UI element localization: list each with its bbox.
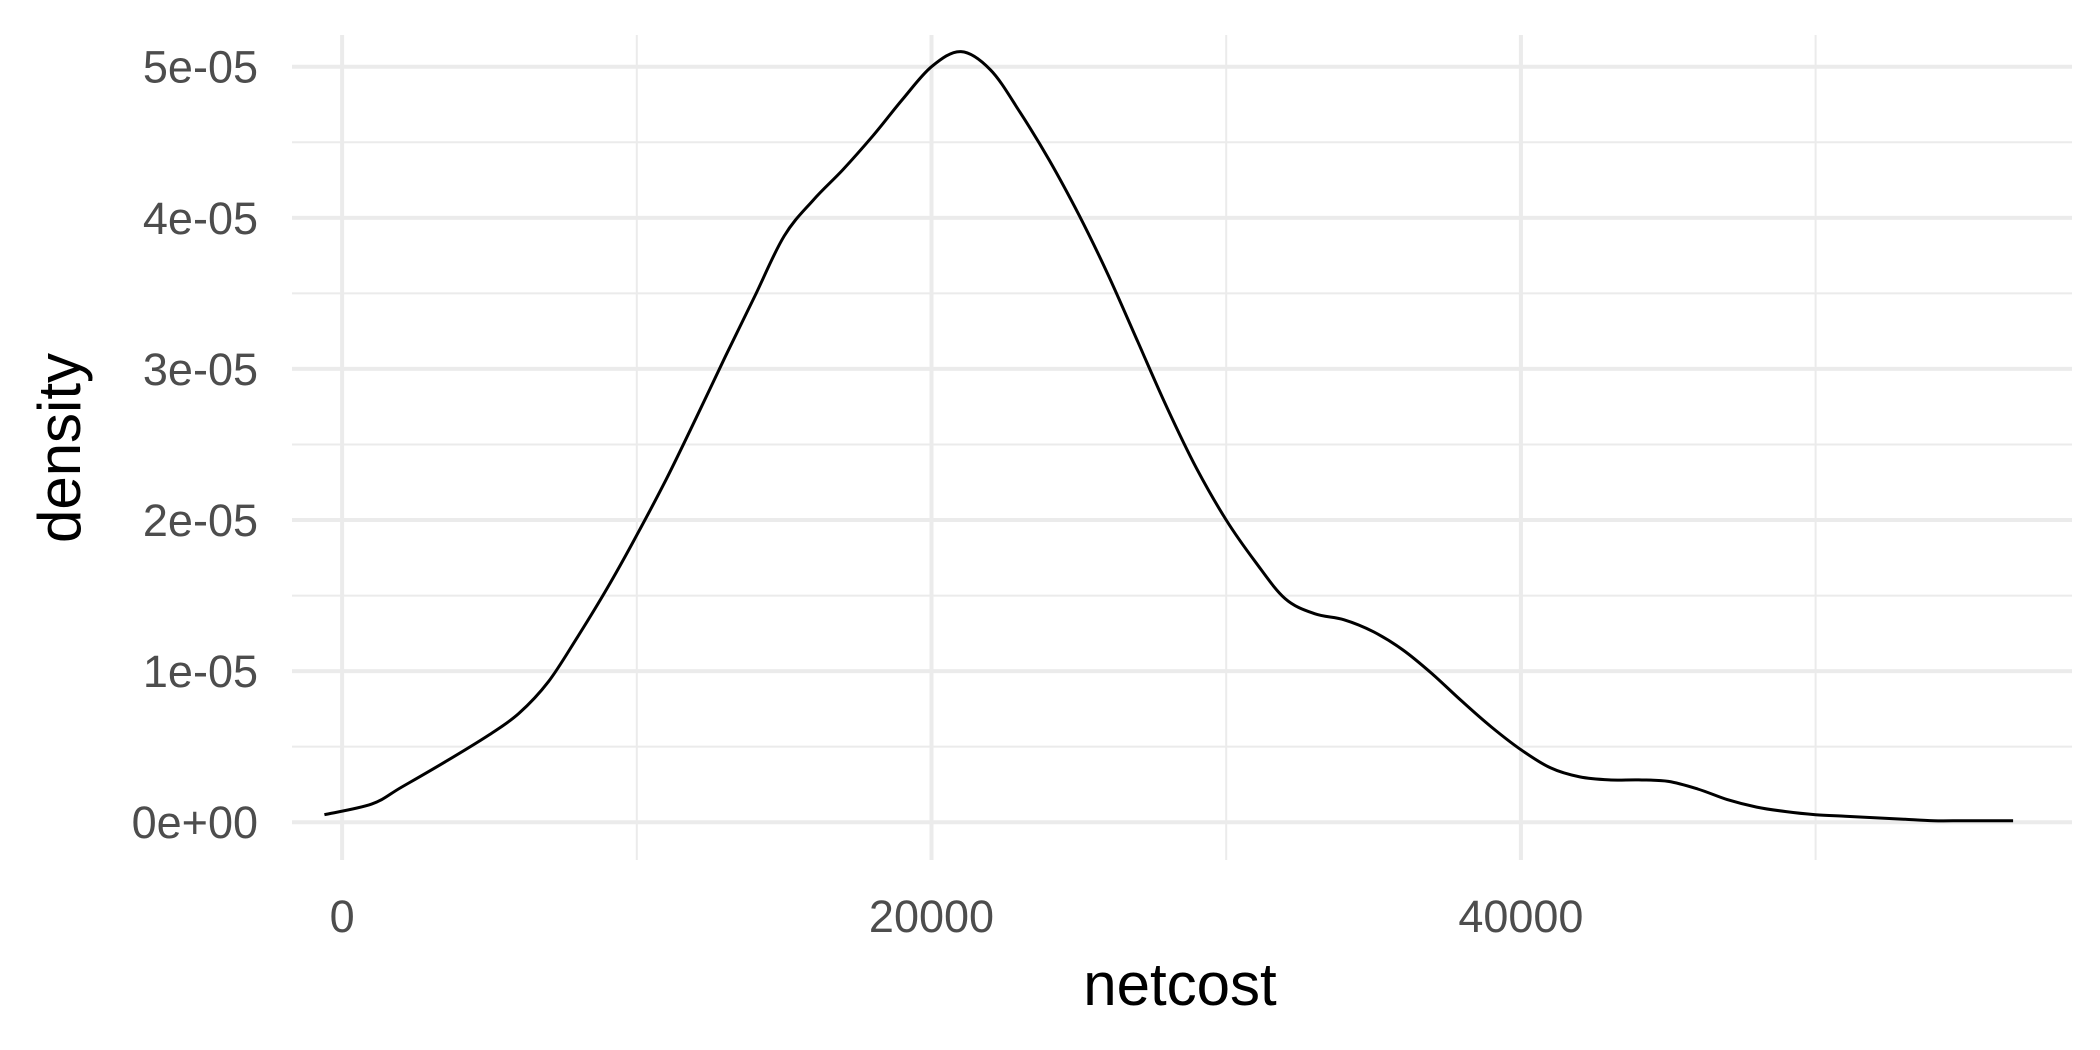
- x-tick-label-1: 20000: [869, 891, 994, 942]
- x-axis-title: netcost: [1083, 951, 1277, 1018]
- y-tick-label-4: 4e-05: [143, 193, 258, 244]
- series-group: [324, 50, 2014, 823]
- y-tick-label-1: 1e-05: [143, 646, 258, 697]
- density-line-0: [324, 50, 2014, 823]
- y-tick-label-3: 3e-05: [143, 344, 258, 395]
- minor-gridlines: [292, 35, 2072, 860]
- y-tick-label-2: 2e-05: [143, 495, 258, 546]
- y-tick-label-5: 5e-05: [143, 42, 258, 93]
- x-axis-tick-labels: 0 20000 40000: [330, 891, 1584, 942]
- y-axis-tick-labels: 0e+00 1e-05 2e-05 3e-05 4e-05 5e-05: [132, 42, 258, 848]
- x-tick-label-2: 40000: [1458, 891, 1583, 942]
- major-gridlines: [292, 35, 2072, 860]
- y-axis-title: density: [26, 353, 93, 543]
- y-tick-label-0: 0e+00: [132, 797, 258, 848]
- x-tick-label-0: 0: [330, 891, 355, 942]
